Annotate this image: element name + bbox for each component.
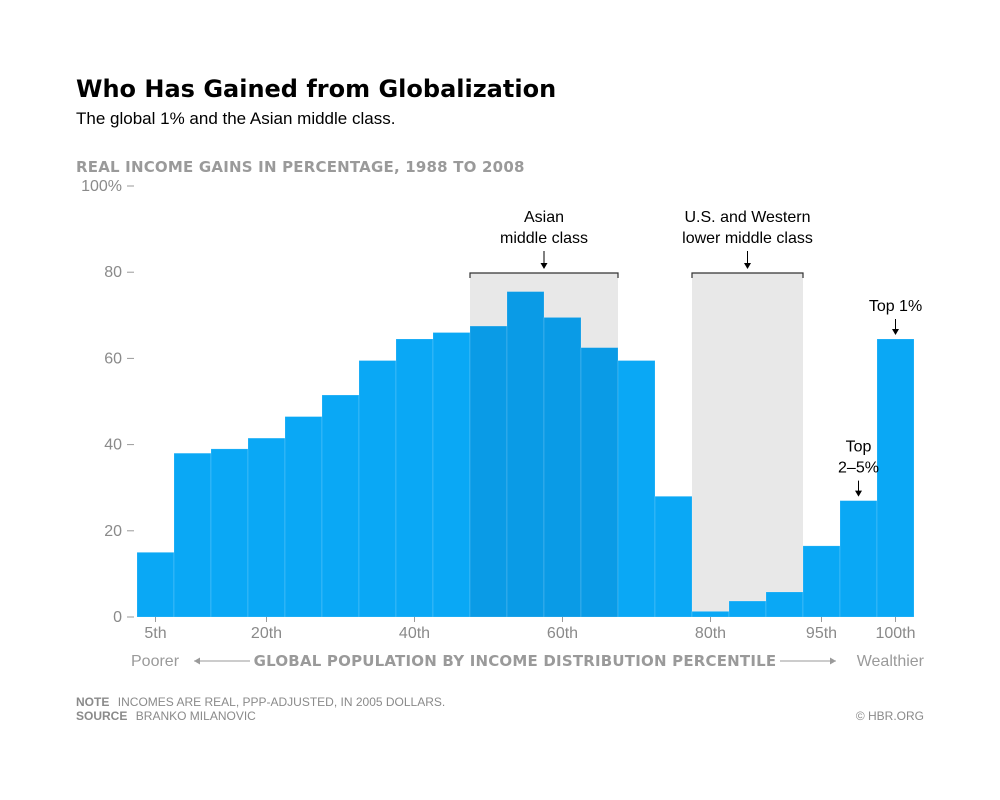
y-tick-label: 40 — [104, 437, 122, 454]
bar — [876, 338, 915, 618]
bar — [691, 611, 730, 618]
x-tick-label: 60th — [547, 625, 578, 642]
bar — [469, 325, 508, 618]
bar — [321, 394, 360, 618]
right-arrow-head — [830, 657, 836, 665]
bar — [247, 437, 286, 618]
annotation-arrow-head — [892, 329, 899, 336]
x-tick-label: 95th — [806, 625, 837, 642]
x-tick-label: 80th — [695, 625, 726, 642]
note-text: INCOMES ARE REAL, PPP-ADJUSTED, IN 2005 … — [118, 695, 445, 709]
chart-subtitle: The global 1% and the Asian middle class… — [76, 109, 395, 128]
left-arrow-head — [194, 657, 200, 665]
y-axis-label: REAL INCOME GAINS IN PERCENTAGE, 1988 TO… — [76, 158, 525, 176]
bar — [136, 552, 175, 618]
bar — [728, 600, 767, 618]
annotation-arrow-head — [855, 490, 862, 497]
bar — [543, 317, 582, 618]
region-bracket — [691, 272, 804, 278]
credit: © HBR.ORG — [856, 709, 924, 723]
x-axis-label: GLOBAL POPULATION BY INCOME DISTRIBUTION… — [254, 652, 777, 670]
bar — [839, 500, 878, 618]
x-tick-label: 100th — [875, 625, 915, 642]
x-right-label: Wealthier — [857, 653, 925, 670]
bar — [432, 332, 471, 618]
region-arrow-head — [540, 263, 548, 269]
region-arrow-head — [744, 263, 751, 269]
region-label: Asian middle class — [500, 209, 588, 247]
bar — [802, 545, 841, 618]
bar — [580, 347, 619, 618]
y-tick-label: 100% — [81, 178, 122, 195]
y-ticks: 0 20 40 60 80 100% — [81, 178, 134, 626]
x-tick-label: 20th — [251, 625, 282, 642]
bar — [358, 360, 397, 618]
region-bracket — [469, 272, 619, 278]
bar — [654, 496, 693, 618]
x-tick-label: 5th — [144, 625, 166, 642]
y-tick-label: 20 — [104, 523, 122, 540]
bar — [506, 291, 545, 618]
source-label: SOURCE — [76, 709, 127, 723]
region-labels: Asian middle class U.S. and Western lower m… — [469, 209, 813, 278]
bars — [136, 291, 915, 618]
x-tick-label: 40th — [399, 625, 430, 642]
y-tick-label: 0 — [113, 609, 122, 626]
annotation-label: Top 1% — [869, 298, 922, 315]
note-line: NOTE INCOMES ARE REAL, PPP-ADJUSTED, IN … — [76, 693, 445, 710]
y-tick-label: 80 — [104, 264, 122, 281]
chart-title: Who Has Gained from Globalization — [76, 75, 556, 103]
x-ticks: 5th 20th 40th 60th 80th 95th 100th — [144, 617, 916, 642]
region-shade — [692, 273, 803, 617]
bar — [173, 452, 212, 618]
source-text: BRANKO MILANOVIC — [136, 709, 256, 723]
bar — [617, 360, 656, 618]
annotations: Top 2–5% Top 1% — [838, 298, 922, 497]
bar — [395, 338, 434, 618]
bar — [284, 416, 323, 618]
source-line: SOURCE BRANKO MILANOVIC — [76, 707, 256, 724]
note-label: NOTE — [76, 695, 109, 709]
y-tick-label: 60 — [104, 350, 122, 367]
bar — [765, 591, 804, 618]
region-label: U.S. and Western lower middle class — [682, 209, 813, 247]
annotation-label: Top 2–5% — [838, 439, 879, 477]
bar — [210, 448, 249, 618]
x-left-label: Poorer — [131, 653, 180, 670]
